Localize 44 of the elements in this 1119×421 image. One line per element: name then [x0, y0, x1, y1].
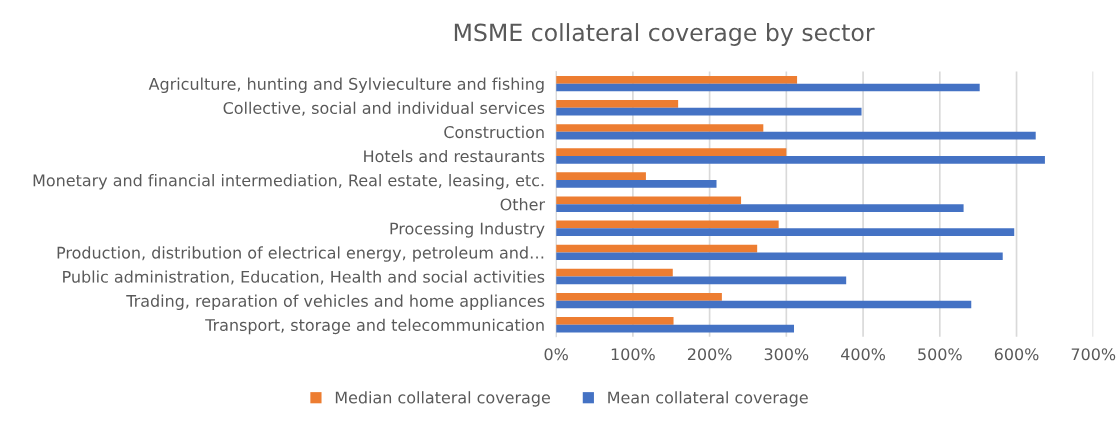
bar [556, 228, 1015, 237]
y-tick-label: Transport, storage and telecommunication [205, 318, 544, 335]
bar [556, 100, 679, 108]
y-tick-label: Processing Industry [390, 222, 545, 238]
x-tick-label: 400% [841, 348, 886, 361]
bar [556, 276, 847, 285]
bar [556, 196, 742, 205]
x-tick-label: 300% [764, 348, 809, 361]
chart-title: MSME collateral coverage by sector [454, 23, 875, 46]
bar [556, 155, 1045, 164]
y-tick-label: Collective, social and individual services [223, 101, 545, 116]
bar [556, 83, 980, 92]
bar [556, 131, 1036, 140]
bar [556, 107, 862, 116]
bar [556, 300, 972, 309]
y-tick-label: Agriculture, hunting and Sylvieculture and fishing [148, 77, 544, 94]
y-tick-label: Trading, reparation of vehicles and home appliances [126, 294, 545, 311]
bar [556, 244, 758, 253]
bar [556, 292, 722, 301]
bar [556, 268, 673, 277]
bar [556, 252, 1003, 261]
x-tick-label: 500% [918, 348, 962, 361]
x-tick-label: 700% [1071, 348, 1116, 361]
bar [556, 324, 795, 333]
legend-label: Median collateral coverage [335, 391, 550, 407]
x-tick-label: 100% [611, 348, 655, 361]
y-tick-label: Construction [444, 125, 544, 139]
bar [556, 172, 646, 181]
x-tick-label: 200% [687, 348, 732, 361]
y-tick-label: Other [500, 198, 546, 211]
y-tick-label: Public administration, Education, Health and social activities [63, 270, 545, 285]
legend-label: Mean collateral coverage [608, 391, 808, 407]
bar [556, 180, 717, 188]
bar [556, 75, 798, 84]
bar [556, 220, 779, 229]
x-tick-label: 0% [544, 348, 568, 361]
y-tick-label: Hotels and restaurants [364, 149, 545, 163]
bar [556, 317, 674, 325]
y-tick-label: Monetary and financial intermediation, Real estate, leasing, etc. [33, 174, 544, 190]
bar [556, 204, 964, 212]
x-tick-label: 600% [994, 348, 1039, 361]
bar [556, 124, 764, 132]
y-tick-label: Production, distribution of electrical energy, petroleum and… [57, 246, 544, 262]
bar [556, 148, 787, 156]
